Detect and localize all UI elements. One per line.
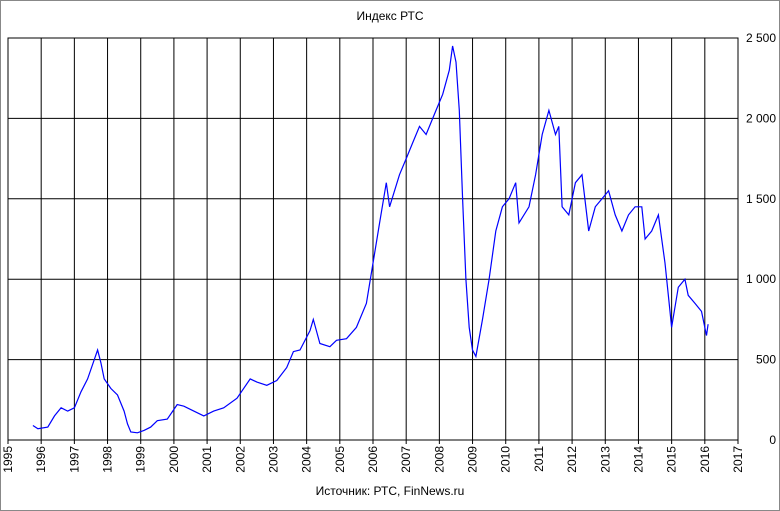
series-line <box>32 45 709 434</box>
chart-title: Индекс РТС <box>356 9 423 23</box>
x-tick-label: 1998 <box>101 446 115 473</box>
x-tick-label: 2007 <box>399 446 413 473</box>
y-tick-label: 2 000 <box>746 111 776 125</box>
x-tick-label: 2003 <box>266 446 280 473</box>
x-tick-label: 2006 <box>366 446 380 473</box>
plot-border <box>7 37 739 441</box>
x-tick-label: 2008 <box>432 446 446 473</box>
x-tick-label: 2015 <box>665 446 679 473</box>
y-tick-label: 0 <box>769 433 776 447</box>
x-tick-label: 2002 <box>233 446 247 473</box>
x-tick-label: 2011 <box>532 446 546 472</box>
x-tick-label: 2017 <box>731 446 745 473</box>
y-tick-label: 1 500 <box>746 192 776 206</box>
y-tick-label: 1 000 <box>746 272 776 286</box>
x-tick-label: 2010 <box>499 446 513 473</box>
y-tick-label: 500 <box>756 353 776 367</box>
x-tick-label: 1997 <box>67 446 81 473</box>
x-tick-label: 2004 <box>300 446 314 473</box>
x-tick-label: 1999 <box>134 446 148 473</box>
x-tick-label: 2001 <box>200 446 214 473</box>
x-tick-label: 2012 <box>565 446 579 473</box>
x-tick-label: 1996 <box>34 446 48 473</box>
x-tick-label: 2016 <box>698 446 712 473</box>
x-tick-label: 1995 <box>1 446 15 473</box>
x-tick-label: 2009 <box>466 446 480 473</box>
x-tick-label: 2014 <box>631 446 645 473</box>
x-tick-label: 2005 <box>333 446 347 473</box>
y-tick-label: 2 500 <box>746 31 776 45</box>
x-tick-label: 2000 <box>167 446 181 473</box>
source-note: Источник: РТС, FinNews.ru <box>316 484 465 498</box>
x-tick-label: 2013 <box>598 446 612 473</box>
